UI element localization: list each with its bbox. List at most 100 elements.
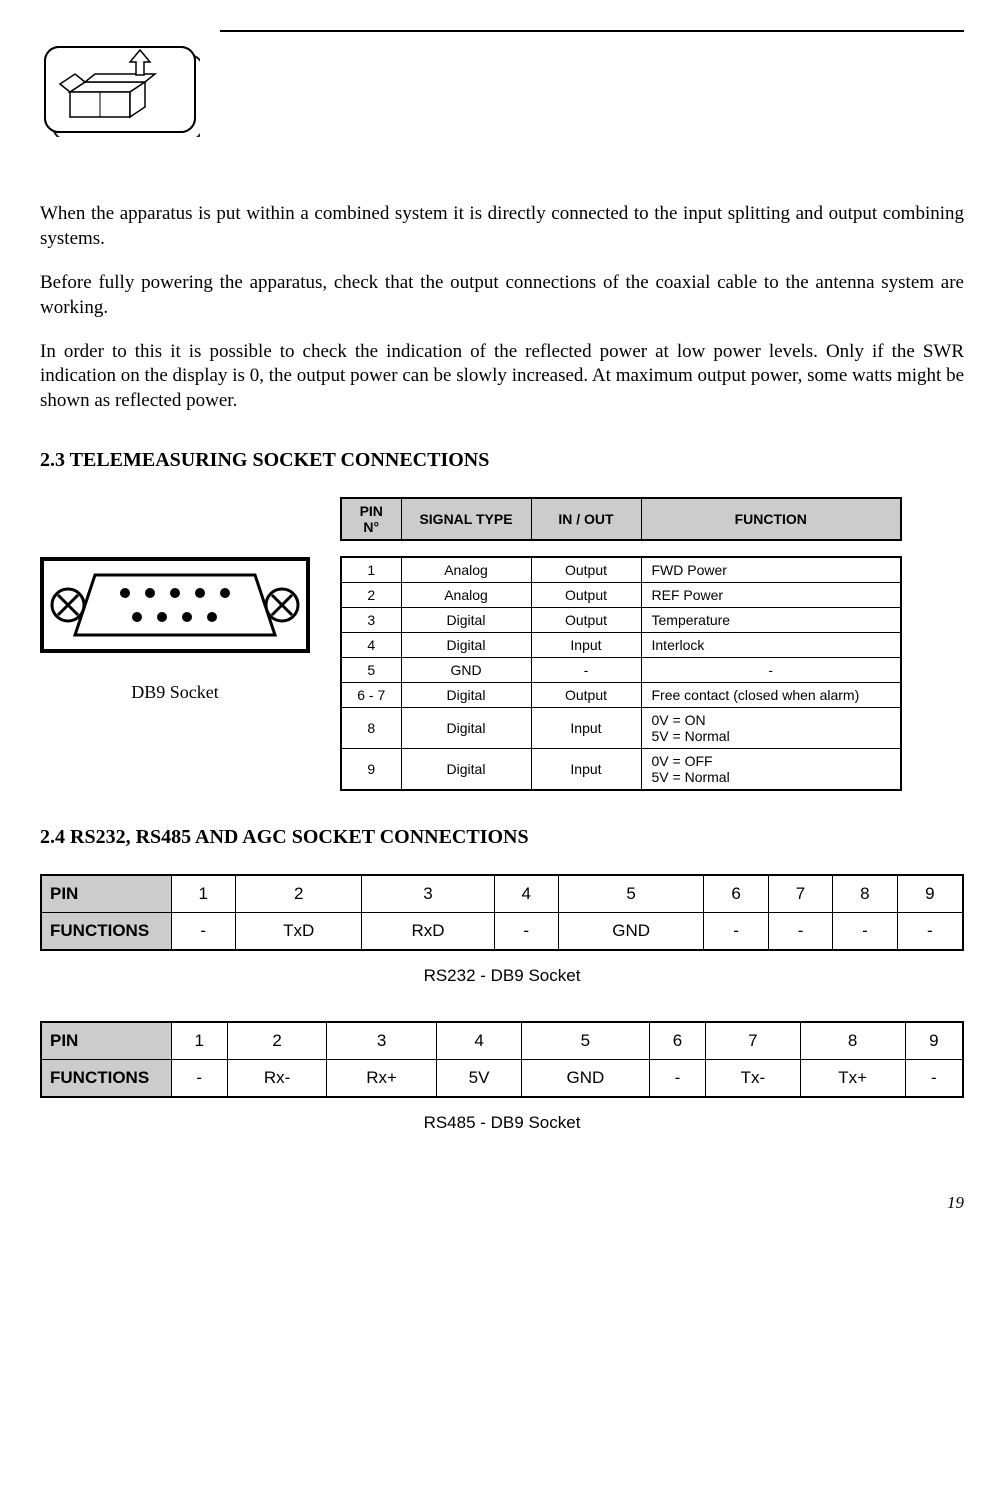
table-cell: Rx- (227, 1059, 326, 1097)
table-cell: - (897, 912, 963, 950)
paragraph-1: When the apparatus is put within a combi… (40, 202, 964, 251)
th-signal: SIGNAL TYPE (401, 498, 531, 540)
table-cell: Analog (401, 557, 531, 583)
table-cell: Digital (401, 682, 531, 707)
table-row: FUNCTIONS-Rx-Rx+5VGND-Tx-Tx+- (41, 1059, 963, 1097)
row-label-func: FUNCTIONS (41, 1059, 171, 1097)
table-cell: Output (531, 582, 641, 607)
rs232-caption: RS232 - DB9 Socket (40, 966, 964, 986)
table-cell: - (494, 912, 558, 950)
table-row: 6 - 7DigitalOutputFree contact (closed w… (341, 682, 901, 707)
table-row: 8DigitalInput0V = ON5V = Normal (341, 707, 901, 748)
table-cell: Output (531, 682, 641, 707)
row-label-pin: PIN (41, 875, 171, 913)
table-cell: Free contact (closed when alarm) (641, 682, 901, 707)
page-number: 19 (40, 1193, 964, 1213)
table-cell: 1 (341, 557, 401, 583)
table-cell: - (171, 912, 235, 950)
section-heading-2-3: 2.3 TELEMEASURING SOCKET CONNECTIONS (40, 449, 964, 472)
header-rule (220, 30, 964, 32)
table-cell: 4 (341, 632, 401, 657)
table-row: PIN123456789 (41, 875, 963, 913)
table-cell: Tx+ (800, 1059, 905, 1097)
table-cell: 5 (522, 1022, 650, 1060)
table-cell: 5V (437, 1059, 522, 1097)
table-cell: 3 (327, 1022, 437, 1060)
table-cell: - (905, 1059, 963, 1097)
table-cell: 7 (706, 1022, 800, 1060)
table-cell: Temperature (641, 607, 901, 632)
table-cell: Tx- (706, 1059, 800, 1097)
table-row: 3DigitalOutputTemperature (341, 607, 901, 632)
table-cell: - (531, 657, 641, 682)
table-cell: 8 (341, 707, 401, 748)
section-heading-2-4: 2.4 RS232, RS485 AND AGC SOCKET CONNECTI… (40, 826, 964, 849)
table-cell: 0V = OFF5V = Normal (641, 748, 901, 790)
table-cell: 9 (341, 748, 401, 790)
table-cell: 2 (227, 1022, 326, 1060)
table-cell: 0V = ON5V = Normal (641, 707, 901, 748)
table-cell: GND (401, 657, 531, 682)
table-cell: - (649, 1059, 705, 1097)
table-cell: 2 (341, 582, 401, 607)
table-cell: RxD (362, 912, 494, 950)
table-cell: Interlock (641, 632, 901, 657)
table-row: PIN123456789 (41, 1022, 963, 1060)
table-cell: 5 (341, 657, 401, 682)
table-cell: 3 (341, 607, 401, 632)
table-row: 9DigitalInput0V = OFF5V = Normal (341, 748, 901, 790)
row-label-func: FUNCTIONS (41, 912, 171, 950)
table-cell: 5 (558, 875, 704, 913)
table-cell: 1 (171, 1022, 227, 1060)
table-cell: 9 (897, 875, 963, 913)
rs232-table: PIN123456789FUNCTIONS-TxDRxD-GND---- (40, 874, 964, 951)
table-cell: 4 (437, 1022, 522, 1060)
table-cell: 9 (905, 1022, 963, 1060)
table-cell: REF Power (641, 582, 901, 607)
box-icon (40, 42, 964, 142)
table-cell: - (833, 912, 897, 950)
table-cell: 1 (171, 875, 235, 913)
table-cell: GND (558, 912, 704, 950)
rs485-table: PIN123456789FUNCTIONS-Rx-Rx+5VGND-Tx-Tx+… (40, 1021, 964, 1098)
table-cell: Output (531, 557, 641, 583)
table-cell: Input (531, 632, 641, 657)
db9-diagram-block: DB9 Socket (40, 557, 310, 703)
paragraph-2: Before fully powering the apparatus, che… (40, 271, 964, 320)
table-cell: 4 (494, 875, 558, 913)
table-cell: Digital (401, 748, 531, 790)
table-cell: TxD (235, 912, 362, 950)
table-row: 5GND-- (341, 657, 901, 682)
table-cell: - (641, 657, 901, 682)
table-cell: Digital (401, 707, 531, 748)
table-cell: 6 - 7 (341, 682, 401, 707)
table-row: 2AnalogOutputREF Power (341, 582, 901, 607)
table-row: 4DigitalInputInterlock (341, 632, 901, 657)
table-cell: Rx+ (327, 1059, 437, 1097)
table-cell: 7 (768, 875, 832, 913)
row-label-pin: PIN (41, 1022, 171, 1060)
table-row: 1AnalogOutputFWD Power (341, 557, 901, 583)
table-cell: 8 (833, 875, 897, 913)
db9-caption: DB9 Socket (40, 682, 310, 703)
table-row: FUNCTIONS-TxDRxD-GND---- (41, 912, 963, 950)
table-cell: 6 (704, 875, 768, 913)
table-cell: - (768, 912, 832, 950)
table-cell: FWD Power (641, 557, 901, 583)
table-cell: Digital (401, 607, 531, 632)
paragraph-3: In order to this it is possible to check… (40, 340, 964, 414)
rs485-caption: RS485 - DB9 Socket (40, 1113, 964, 1133)
table-cell: 6 (649, 1022, 705, 1060)
th-io: IN / OUT (531, 498, 641, 540)
db9-socket-icon (40, 557, 310, 667)
table-cell: GND (522, 1059, 650, 1097)
table-cell: Input (531, 748, 641, 790)
table-cell: 3 (362, 875, 494, 913)
table-cell: Output (531, 607, 641, 632)
table-cell: Digital (401, 632, 531, 657)
table-cell: Input (531, 707, 641, 748)
table-cell: - (704, 912, 768, 950)
th-pin: PIN N° (341, 498, 401, 540)
th-func: FUNCTION (641, 498, 901, 540)
table-cell: - (171, 1059, 227, 1097)
